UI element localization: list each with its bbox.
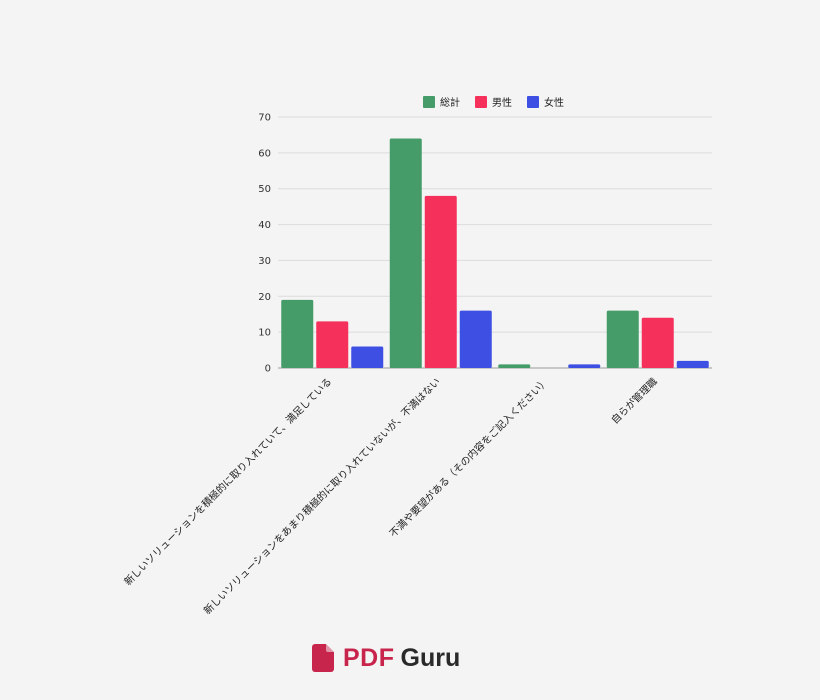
x-category-label: 新しいソリューションを積極的に取り入れていて、満足している bbox=[121, 375, 334, 588]
x-category-label: 自らが管理職 bbox=[608, 375, 660, 427]
gridlines bbox=[278, 116, 712, 369]
pdf-file-icon bbox=[312, 644, 334, 672]
bar bbox=[498, 364, 531, 368]
y-tick-label: 10 bbox=[258, 328, 271, 339]
bar bbox=[641, 317, 674, 368]
bar bbox=[281, 299, 314, 368]
y-axis-ticks: 0 10 20 30 40 50 60 70 bbox=[258, 113, 271, 375]
legend: 総計 男性 女性 bbox=[423, 96, 564, 109]
y-tick-label: 0 bbox=[265, 364, 271, 375]
bar bbox=[316, 321, 349, 368]
legend-swatch bbox=[527, 96, 539, 108]
bar bbox=[351, 346, 384, 368]
bar bbox=[568, 364, 601, 368]
legend-label: 女性 bbox=[544, 96, 564, 109]
bar bbox=[389, 138, 422, 368]
y-tick-label: 70 bbox=[258, 113, 271, 124]
y-tick-label: 40 bbox=[258, 220, 271, 231]
legend-swatch bbox=[475, 96, 487, 108]
legend-label: 総計 bbox=[440, 96, 460, 109]
bar bbox=[424, 195, 457, 368]
logo-text-guru: Guru bbox=[400, 643, 461, 672]
pdf-guru-logo: PDF Guru bbox=[312, 641, 460, 675]
bar bbox=[606, 310, 639, 368]
bar bbox=[459, 310, 492, 368]
y-tick-label: 60 bbox=[258, 148, 271, 159]
legend-swatch bbox=[423, 96, 435, 108]
y-tick-label: 50 bbox=[258, 184, 271, 195]
x-category-label: 新しいソリューションをあまり積極的に取り入れていないが、不満はない bbox=[201, 375, 443, 617]
bar bbox=[676, 360, 709, 368]
bars bbox=[281, 138, 709, 368]
logo-text-pdf: PDF bbox=[343, 643, 395, 672]
x-axis-categories: 新しいソリューションを積極的に取り入れていて、満足している新しいソリューションを… bbox=[121, 375, 660, 617]
y-tick-label: 20 bbox=[258, 292, 271, 303]
legend-label: 男性 bbox=[492, 96, 512, 109]
y-tick-label: 30 bbox=[258, 256, 271, 267]
